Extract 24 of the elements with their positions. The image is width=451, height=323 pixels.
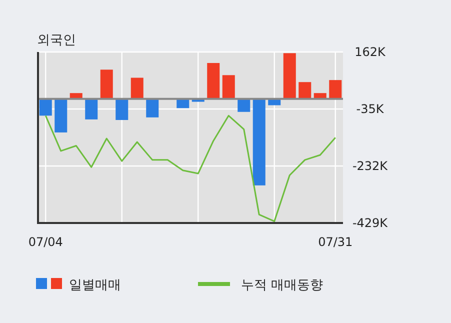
- x-tick-label: 07/04: [28, 235, 63, 249]
- bar: [100, 70, 113, 99]
- bar: [54, 98, 68, 132]
- line-series: [44, 114, 336, 222]
- legend-label: 누적 매매동향: [241, 278, 324, 293]
- bar: [283, 53, 296, 99]
- y-tick-label: -232K: [352, 159, 389, 173]
- bar: [252, 98, 266, 186]
- y-tick-label: -429K: [352, 216, 389, 230]
- legend-label: 일별매매: [69, 278, 121, 293]
- bar: [85, 98, 98, 120]
- bar: [222, 75, 235, 99]
- bar: [207, 62, 220, 99]
- bar: [329, 80, 342, 99]
- x-tick-label: 07/31: [318, 235, 353, 249]
- y-tick-label: -35K: [356, 102, 385, 116]
- chart-title: 외국인: [37, 33, 76, 48]
- bar: [39, 98, 52, 116]
- bar: [146, 98, 159, 118]
- y-tick-label: 162K: [354, 45, 387, 59]
- bar: [238, 98, 250, 112]
- bar: [130, 78, 144, 99]
- bar: [298, 82, 312, 99]
- bar: [116, 98, 128, 120]
